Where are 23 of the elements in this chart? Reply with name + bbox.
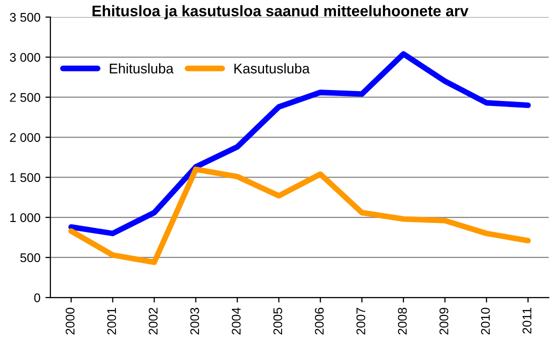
legend-label: Kasutusluba — [234, 63, 310, 74]
x-tick-label: 2004 — [232, 308, 241, 334]
x-tick-label: 2000 — [66, 308, 75, 334]
legend-label: Ehitusluba — [110, 63, 174, 74]
y-tick-label: 2 500 — [10, 93, 40, 102]
x-tick-label: 2009 — [439, 308, 448, 334]
y-tick-label: 500 — [20, 253, 40, 262]
x-tick-label: 2008 — [398, 308, 407, 334]
x-tick-label: 2002 — [148, 308, 158, 334]
x-tick-label: 2011 — [522, 308, 532, 334]
y-tick-label: 3 000 — [10, 52, 40, 62]
y-tick-label: 3 500 — [10, 12, 40, 22]
y-tick-label: 1 000 — [10, 213, 40, 222]
x-tick-label: 2001 — [107, 308, 116, 334]
x-tick-label: 2010 — [481, 308, 490, 334]
y-tick-label: 2 000 — [10, 133, 40, 142]
x-tick-label: 2003 — [190, 308, 200, 334]
y-tick-label: 1 500 — [10, 173, 40, 182]
chart-title: Ehitusloa ja kasutusloa saanud mitteeluhoonete arv — [92, 5, 468, 20]
x-tick-label: 2005 — [273, 308, 282, 334]
y-tick-label: 0 — [34, 293, 40, 302]
x-tick-label: 2007 — [356, 308, 366, 334]
x-tick-label: 2006 — [314, 308, 324, 334]
